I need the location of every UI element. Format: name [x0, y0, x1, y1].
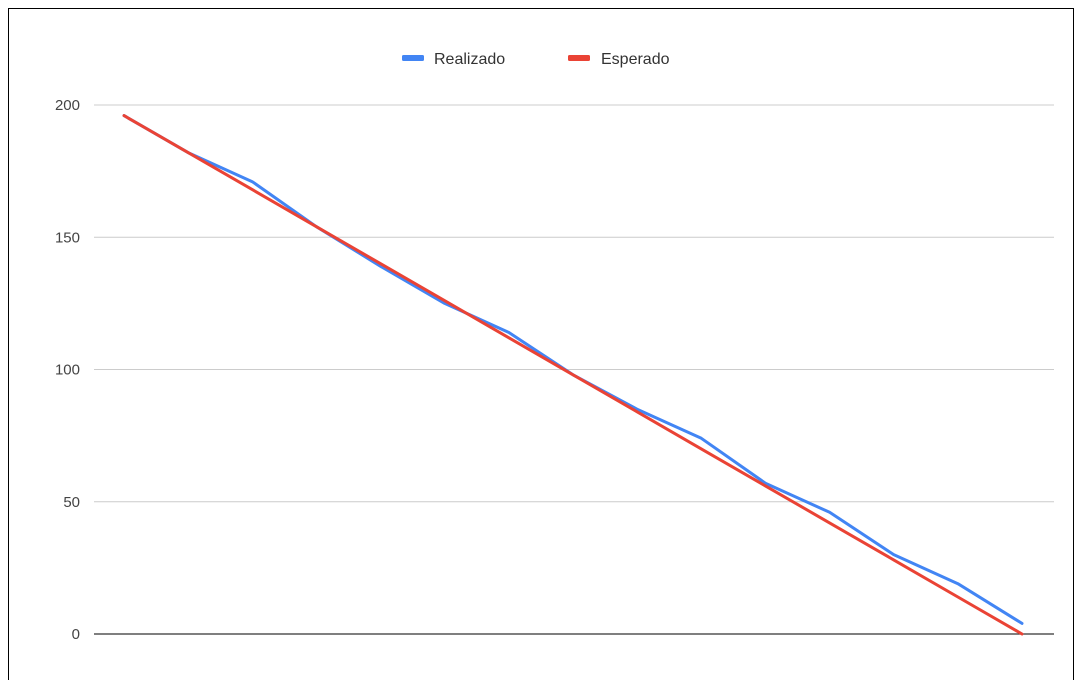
series-layer [122, 114, 1024, 636]
y-axis-ticks: 0 50 100 150 200 [55, 97, 80, 643]
legend-swatch-realizado [402, 55, 424, 61]
y-tick-label: 150 [55, 229, 80, 246]
legend-swatch-esperado [568, 55, 590, 61]
chart-frame [8, 8, 1074, 680]
y-tick-label: 50 [63, 494, 80, 511]
y-tick-label: 200 [55, 97, 80, 114]
gridlines [94, 104, 1054, 635]
series-line-esperado [122, 114, 1024, 636]
legend-label-realizado: Realizado [434, 51, 505, 68]
legend: Realizado Esperado [402, 51, 670, 68]
y-tick-label: 0 [72, 626, 80, 643]
y-tick-label: 100 [55, 362, 80, 379]
legend-label-esperado: Esperado [601, 51, 670, 68]
